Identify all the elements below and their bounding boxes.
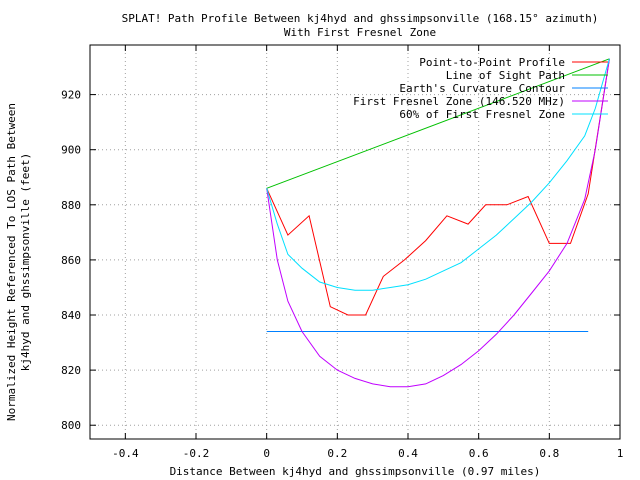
y-axis-label-line2: kj4hyd and ghssimpsonville (feet) [19, 153, 32, 372]
y-tick-label: 860 [61, 254, 81, 267]
x-tick-label: 0.2 [327, 447, 347, 460]
legend-label: Earth's Curvature Contour [399, 82, 565, 95]
x-tick-label: 0.8 [539, 447, 559, 460]
y-tick-label: 820 [61, 364, 81, 377]
y-tick-label: 900 [61, 144, 81, 157]
series-line [266, 58, 610, 291]
y-tick-label: 920 [61, 89, 81, 102]
x-tick-label: 0 [263, 447, 270, 460]
series-lines [266, 58, 610, 388]
series-line [266, 58, 610, 316]
legend-label: Point-to-Point Profile [419, 56, 565, 69]
legend-label: 60% of First Fresnel Zone [399, 108, 565, 121]
legend-label: First Fresnel Zone (146.520 MHz) [353, 95, 565, 108]
y-tick-label: 880 [61, 199, 81, 212]
plot-frame [89, 44, 621, 440]
x-tick-label: -0.2 [183, 447, 210, 460]
axis-ticks: -0.4 -0.2 0 0.2 0.4 0.6 0.8 1 800 820 840 860 880 900… [61, 45, 623, 460]
x-tick-label: 1 [617, 447, 624, 460]
x-tick-label: 0.4 [398, 447, 418, 460]
chart-subtitle: With First Fresnel Zone [284, 26, 436, 39]
x-tick-label: -0.4 [112, 447, 139, 460]
x-axis-label: Distance Between kj4hyd and ghssimpsonvi… [170, 465, 541, 478]
y-tick-label: 800 [61, 419, 81, 432]
series-line [266, 58, 610, 189]
chart-title: SPLAT! Path Profile Between kj4hyd and g… [122, 12, 599, 25]
y-axis-label-line1: Normalized Height Referenced To LOS Path… [5, 103, 18, 421]
y-tick-label: 840 [61, 309, 81, 322]
x-tick-label: 0.6 [469, 447, 489, 460]
legend-label: Line of Sight Path [446, 69, 565, 82]
series-line [266, 58, 610, 388]
